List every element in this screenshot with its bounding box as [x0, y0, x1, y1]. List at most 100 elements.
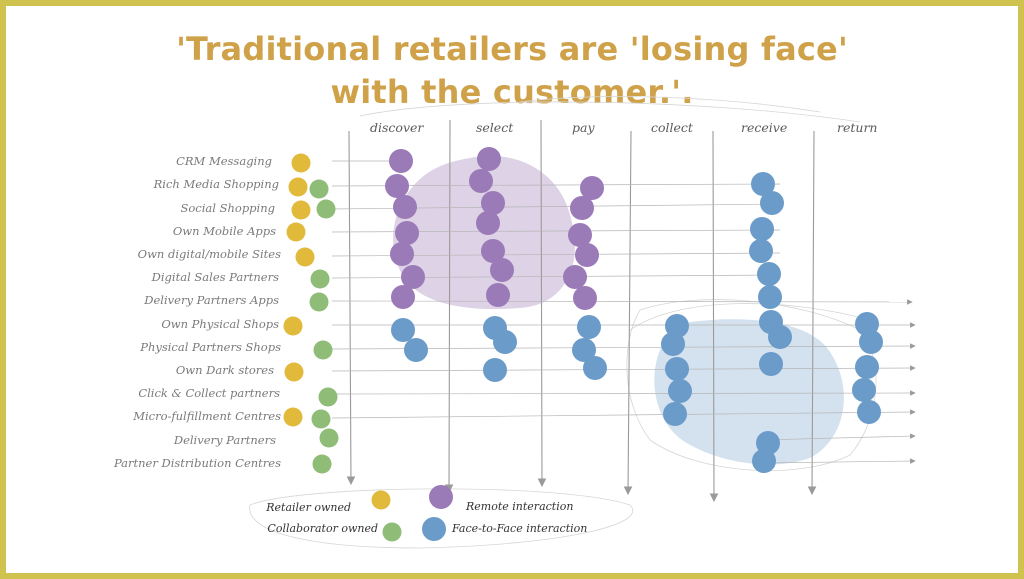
face-dot — [493, 330, 517, 354]
title-line-2: with the customer.'. — [330, 73, 694, 111]
face-dot — [852, 378, 876, 402]
remote-dot — [469, 169, 493, 193]
row-label-social-shopping: Social Shopping — [181, 201, 276, 215]
retailer-dot — [291, 153, 311, 173]
row-label-digital-sales-partners: Digital Sales Partners — [151, 270, 279, 284]
column-collect: collect — [651, 120, 694, 135]
column-select: select — [476, 120, 514, 135]
face-dot — [859, 330, 883, 354]
face-dot — [857, 400, 881, 424]
face-dot — [577, 315, 601, 339]
remote-dot — [401, 265, 425, 289]
remote-dot — [490, 258, 514, 282]
remote-dot — [390, 242, 414, 266]
legend-face-to-face-label: Face-to-Face interaction — [451, 522, 587, 535]
collaborator-dot — [309, 292, 329, 312]
remote-dot — [575, 243, 599, 267]
remote-dot — [573, 286, 597, 310]
column-arrows — [346, 119, 817, 503]
face-dot — [572, 338, 596, 362]
row-label-click-collect-partners: Click & Collect partners — [138, 386, 280, 400]
retailer-dot — [295, 247, 315, 267]
remote-dot — [570, 196, 594, 220]
face-dot — [760, 191, 784, 215]
remote-dot — [481, 239, 505, 263]
face-to-face-interaction-dots — [391, 172, 883, 473]
column-receive: receive — [741, 120, 787, 135]
collaborator-dot — [309, 179, 329, 199]
row-label-own-dark-stores: Own Dark stores — [176, 363, 274, 377]
remote-dot — [568, 223, 592, 247]
face-dot — [750, 217, 774, 241]
face-zone — [654, 319, 844, 465]
face-dot — [749, 239, 773, 263]
remote-dot — [393, 195, 417, 219]
collaborator-dot — [311, 409, 331, 429]
row-label-crm-messaging: CRM Messaging — [176, 154, 272, 168]
remote-dot — [580, 176, 604, 200]
face-dot — [758, 285, 782, 309]
remote-dot — [563, 265, 587, 289]
face-dot — [668, 379, 692, 403]
legend-collaborator-dot — [382, 522, 402, 542]
collaborator-dot — [316, 199, 336, 219]
collaborator-dot — [312, 454, 332, 474]
legend-retailer-dot — [371, 490, 391, 510]
face-dot — [757, 262, 781, 286]
face-dot — [768, 325, 792, 349]
collaborator-dot — [310, 269, 330, 289]
face-dot — [665, 357, 689, 381]
remote-dot — [385, 174, 409, 198]
face-dot — [583, 356, 607, 380]
row-label-own-physical-shops: Own Physical Shops — [161, 317, 279, 331]
legend-remote-interaction-label: Remote interaction — [465, 500, 573, 513]
face-dot — [752, 449, 776, 473]
face-dot — [483, 358, 507, 382]
legend-collaborator-owned-label: Collaborator owned — [267, 522, 378, 535]
retailer-dot — [283, 316, 303, 336]
face-dot — [855, 355, 879, 379]
retailer-dot — [291, 200, 311, 220]
remote-dot — [486, 283, 510, 307]
column-pay: pay — [572, 120, 595, 135]
title-line-1: 'Traditional retailers are 'losing face' — [176, 30, 848, 68]
face-dot — [404, 338, 428, 362]
face-dot — [665, 314, 689, 338]
column-headers: discover select pay collect receive retu… — [370, 120, 877, 135]
retailer-dot — [283, 407, 303, 427]
face-dot — [661, 332, 685, 356]
retailer-dot — [286, 222, 306, 242]
legend-face-dot — [422, 517, 446, 541]
face-dot — [756, 431, 780, 455]
collaborator-dot — [318, 387, 338, 407]
column-discover: discover — [370, 120, 424, 135]
row-label-partner-distribution-centres: Partner Distribution Centres — [113, 456, 281, 470]
row-label-own-mobile-apps: Own Mobile Apps — [173, 224, 276, 238]
column-return: return — [837, 120, 877, 135]
remote-dot — [395, 221, 419, 245]
row-labels: CRM Messaging Rich Media Shopping Social… — [113, 154, 281, 470]
retailer-dot — [288, 177, 308, 197]
legend-retailer-owned-label: Retailer owned — [265, 501, 351, 514]
remote-dot — [481, 191, 505, 215]
face-dot — [751, 172, 775, 196]
row-label-physical-partners-shops: Physical Partners Shops — [139, 340, 281, 354]
ownership-dots — [283, 153, 339, 474]
face-dot — [663, 402, 687, 426]
remote-interaction-dots — [385, 147, 604, 310]
face-dot — [391, 318, 415, 342]
row-label-rich-media-shopping: Rich Media Shopping — [153, 177, 279, 191]
row-label-micro-fulfillment-centres: Micro-fulfillment Centres — [132, 409, 281, 423]
page-title: 'Traditional retailers are 'losing face'… — [0, 28, 1024, 114]
face-dot — [759, 352, 783, 376]
row-label-delivery-partners: Delivery Partners — [173, 433, 276, 447]
remote-dot — [389, 149, 413, 173]
collaborator-dot — [313, 340, 333, 360]
face-dot — [855, 312, 879, 336]
legend-remote-dot — [429, 485, 453, 509]
remote-dot — [476, 211, 500, 235]
remote-dot — [477, 147, 501, 171]
remote-dot — [391, 285, 415, 309]
retailer-dot — [284, 362, 304, 382]
